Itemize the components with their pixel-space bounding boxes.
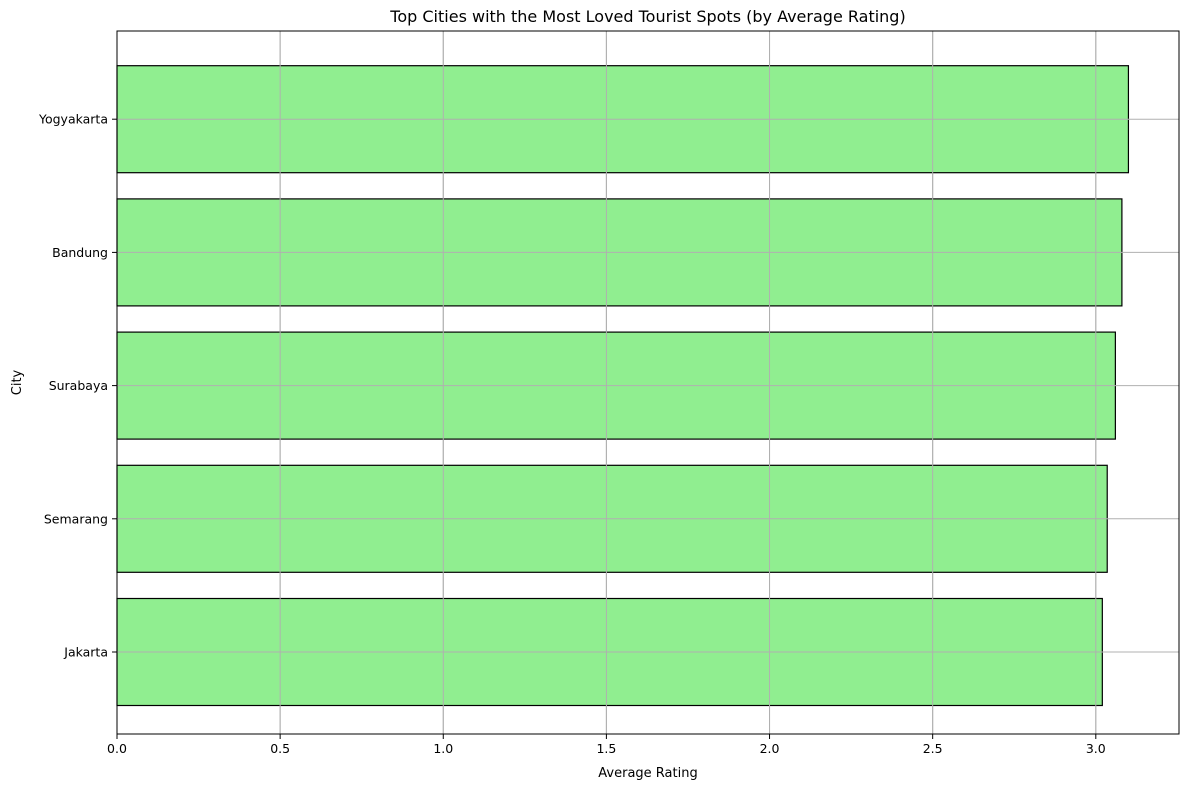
x-tick-label: 2.5 bbox=[923, 741, 943, 756]
x-tick-label: 2.0 bbox=[760, 741, 780, 756]
x-tick-label: 1.5 bbox=[596, 741, 616, 756]
x-tick-label: 0.0 bbox=[107, 741, 127, 756]
x-tick-label: 3.0 bbox=[1086, 741, 1106, 756]
x-axis-ticks: 0.0 0.5 1.0 1.5 2.0 2.5 3.0 bbox=[107, 734, 1106, 756]
y-tick-label: Jakarta bbox=[63, 645, 108, 660]
y-tick-label: Semarang bbox=[44, 511, 108, 526]
y-axis-label: City bbox=[10, 369, 25, 395]
horizontal-grid-lines bbox=[116, 31, 1179, 734]
y-tick-label: Surabaya bbox=[49, 378, 108, 393]
y-tick-label: Yogyakarta bbox=[38, 112, 108, 127]
x-axis-label: Average Rating bbox=[598, 766, 697, 781]
x-tick-label: 0.5 bbox=[270, 741, 290, 756]
chart-title: Top Cities with the Most Loved Tourist S… bbox=[389, 7, 905, 26]
y-axis-ticks: Jakarta Semarang Surabaya Bandung Yogyakarta bbox=[38, 112, 117, 660]
plot-area-frame bbox=[116, 30, 1180, 735]
y-tick-label: Bandung bbox=[52, 245, 108, 260]
x-tick-label: 1.0 bbox=[433, 741, 453, 756]
